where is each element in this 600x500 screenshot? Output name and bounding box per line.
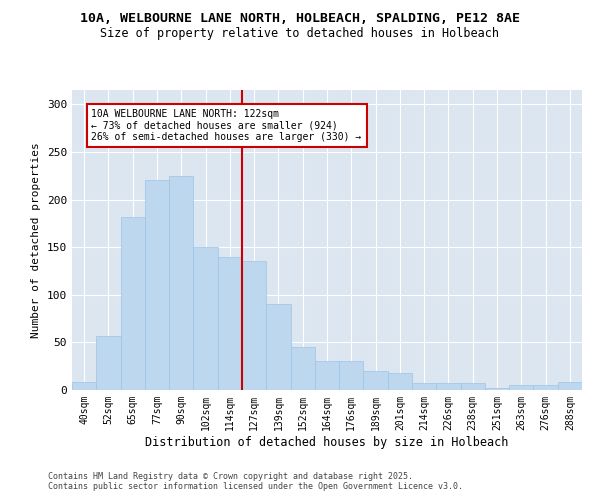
Bar	[266, 304, 290, 390]
Bar	[242, 262, 266, 390]
Bar	[290, 347, 315, 390]
Bar	[533, 385, 558, 390]
Bar	[388, 373, 412, 390]
Bar	[72, 382, 96, 390]
Bar	[558, 382, 582, 390]
Bar	[339, 362, 364, 390]
Bar	[193, 247, 218, 390]
Bar	[461, 384, 485, 390]
Bar	[364, 371, 388, 390]
Text: Size of property relative to detached houses in Holbeach: Size of property relative to detached ho…	[101, 28, 499, 40]
Text: 10A WELBOURNE LANE NORTH: 122sqm
← 73% of detached houses are smaller (924)
26% : 10A WELBOURNE LANE NORTH: 122sqm ← 73% o…	[91, 109, 362, 142]
Bar	[485, 388, 509, 390]
Bar	[315, 362, 339, 390]
Bar	[169, 176, 193, 390]
Bar	[509, 385, 533, 390]
X-axis label: Distribution of detached houses by size in Holbeach: Distribution of detached houses by size …	[145, 436, 509, 448]
Text: Contains public sector information licensed under the Open Government Licence v3: Contains public sector information licen…	[48, 482, 463, 491]
Y-axis label: Number of detached properties: Number of detached properties	[31, 142, 41, 338]
Bar	[412, 384, 436, 390]
Bar	[436, 384, 461, 390]
Bar	[218, 256, 242, 390]
Bar	[145, 180, 169, 390]
Text: 10A, WELBOURNE LANE NORTH, HOLBEACH, SPALDING, PE12 8AE: 10A, WELBOURNE LANE NORTH, HOLBEACH, SPA…	[80, 12, 520, 26]
Text: Contains HM Land Registry data © Crown copyright and database right 2025.: Contains HM Land Registry data © Crown c…	[48, 472, 413, 481]
Bar	[96, 336, 121, 390]
Bar	[121, 216, 145, 390]
